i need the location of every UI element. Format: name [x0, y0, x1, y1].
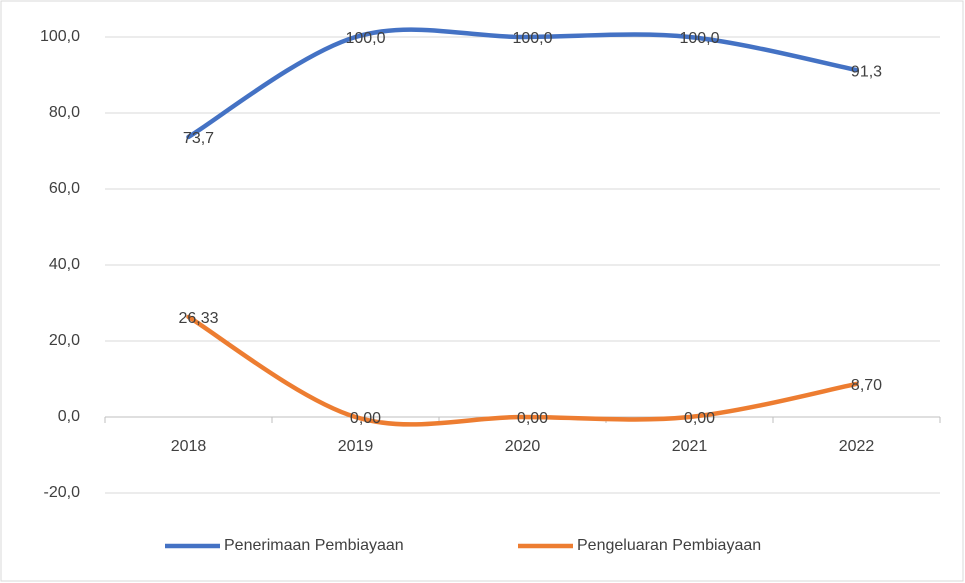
data-label: 100,0 [679, 30, 719, 47]
y-tick-label: 0,0 [58, 408, 80, 425]
data-label: 100,0 [345, 30, 385, 47]
y-tick-label: 20,0 [49, 332, 80, 349]
y-tick-label: 60,0 [49, 180, 80, 197]
data-label: 91,3 [851, 63, 882, 80]
x-tick-label: 2020 [505, 438, 541, 455]
data-label: 0,00 [517, 410, 548, 427]
data-label: 26,33 [178, 310, 218, 327]
y-tick-label: 100,0 [40, 28, 80, 45]
x-tick-label: 2022 [839, 438, 875, 455]
data-label: 8,70 [851, 377, 882, 394]
x-tick-label: 2019 [338, 438, 374, 455]
series-line [186, 27, 859, 140]
x-tick-label: 2018 [171, 438, 207, 455]
series-line [186, 314, 859, 427]
legend-label: Pengeluaran Pembiayaan [577, 537, 761, 554]
data-label: 73,7 [183, 130, 214, 147]
y-tick-label: 40,0 [49, 256, 80, 273]
data-label: 100,0 [512, 30, 552, 47]
legend-label: Penerimaan Pembiayaan [224, 537, 404, 554]
data-label: 0,00 [350, 410, 381, 427]
y-tick-label: -20,0 [44, 484, 81, 501]
y-tick-label: 80,0 [49, 104, 80, 121]
x-tick-label: 2021 [672, 438, 708, 455]
data-label: 0,00 [684, 410, 715, 427]
